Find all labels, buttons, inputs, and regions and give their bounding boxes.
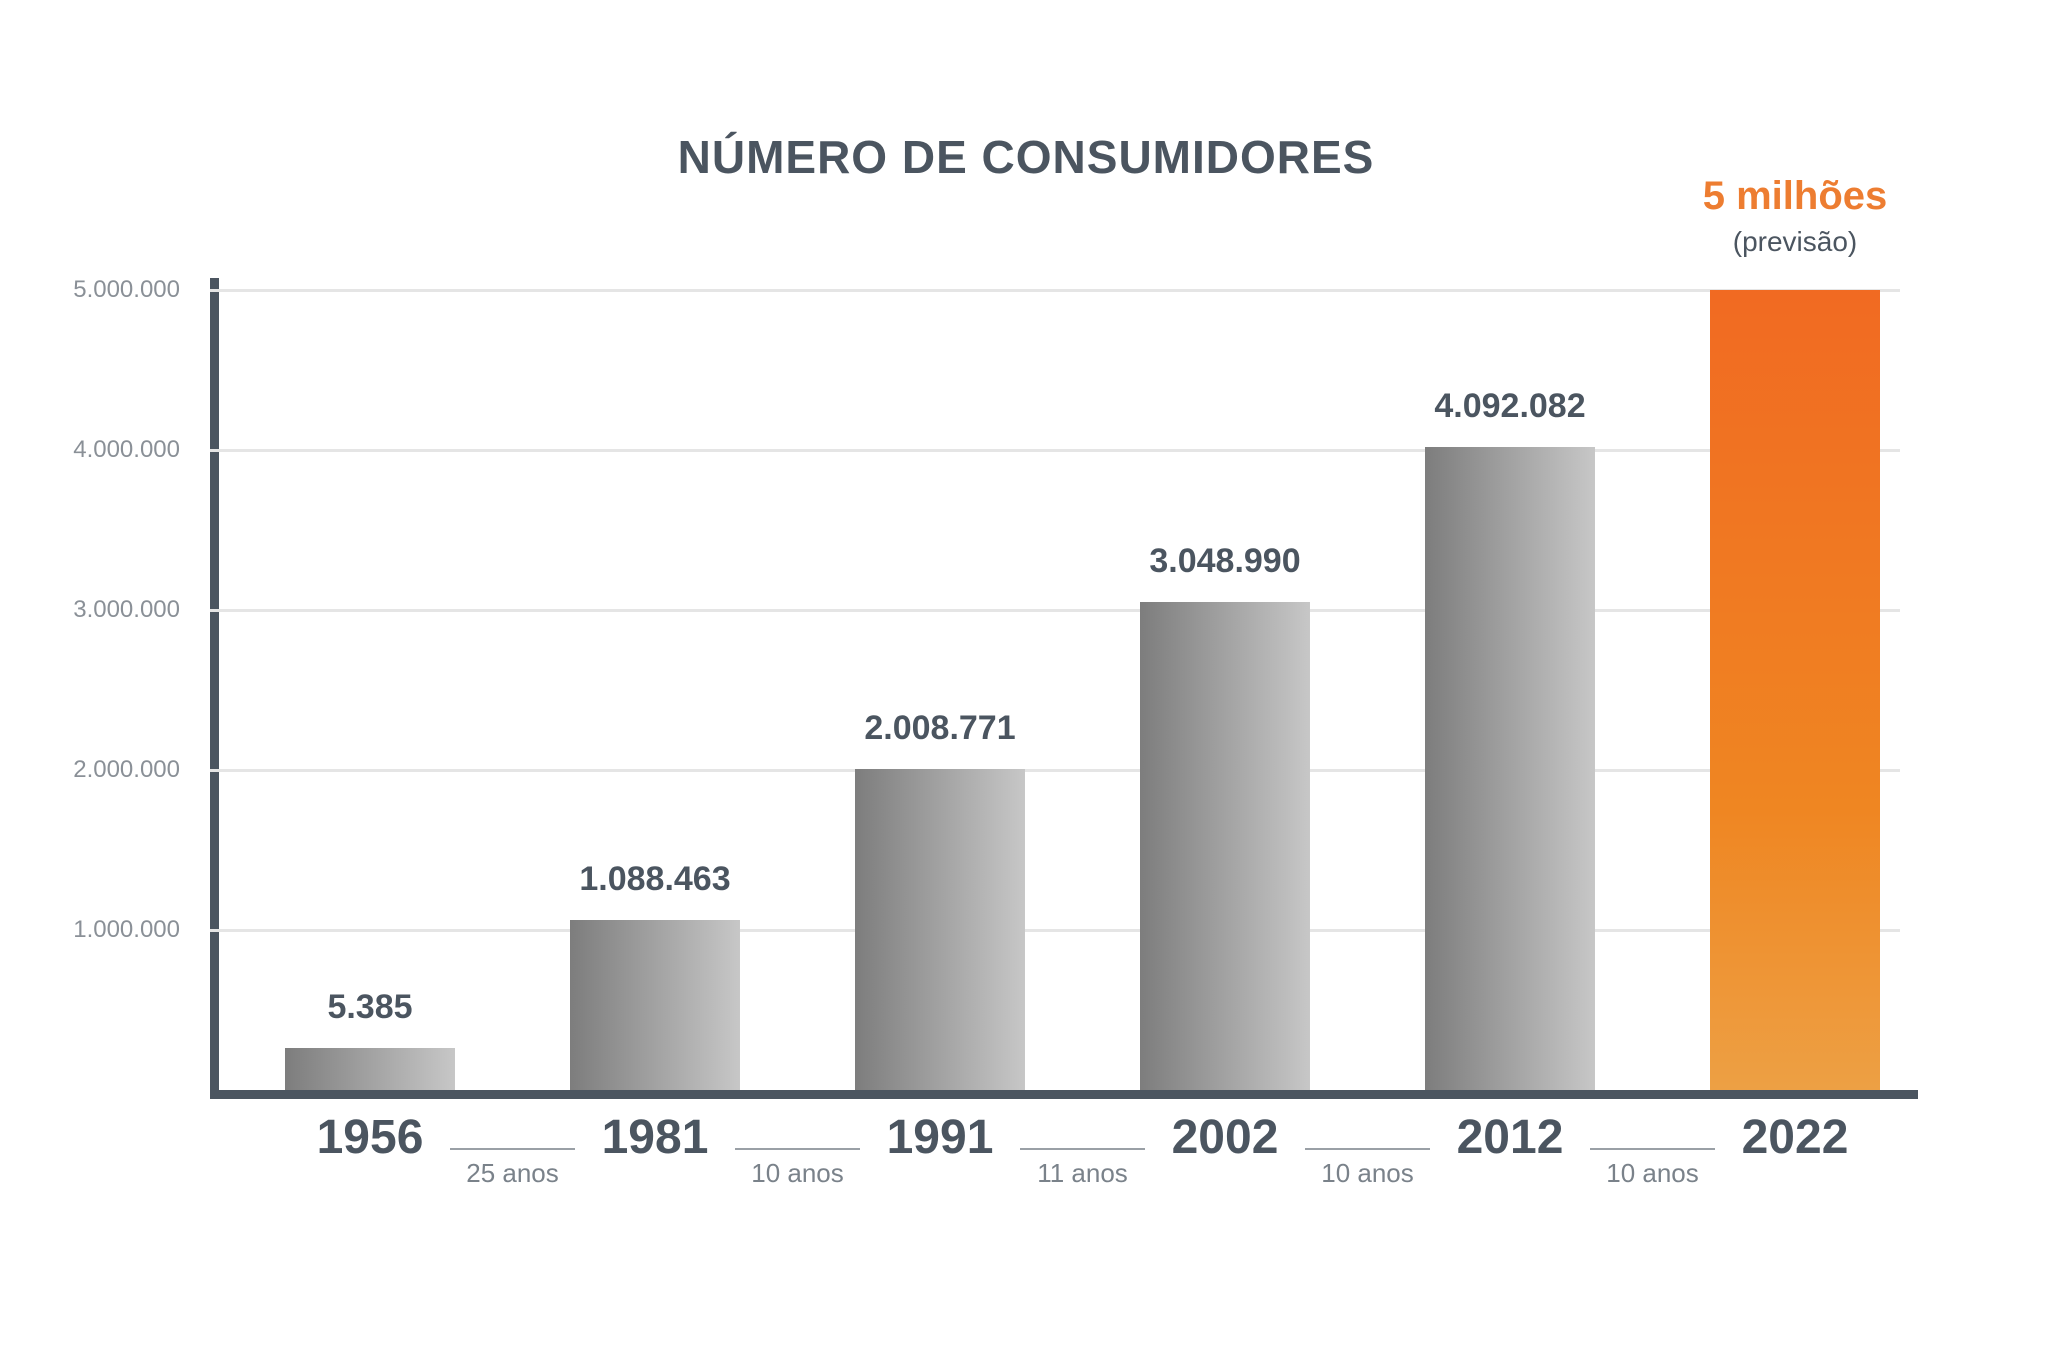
interval-line (1590, 1148, 1715, 1150)
interval-line (735, 1148, 860, 1150)
bar-value-label: 5.385 (260, 988, 480, 1027)
bar-1981 (570, 920, 740, 1090)
x-label-2022: 2022 (1695, 1110, 1895, 1165)
gridline (210, 289, 1900, 292)
x-axis (210, 1090, 1918, 1099)
bar-2012 (1425, 447, 1595, 1090)
gridline (210, 929, 1900, 932)
bar-value-sublabel: (previsão) (1665, 226, 1925, 258)
y-tick-label: 3.000.000 (0, 596, 180, 624)
y-tick-label: 1.000.000 (0, 916, 180, 944)
bar-2002 (1140, 602, 1310, 1090)
gridline (210, 449, 1900, 452)
gridline (210, 769, 1900, 772)
interval-label: 11 anos (1003, 1158, 1163, 1189)
bar-value-label: 4.092.082 (1400, 387, 1620, 426)
bar-1991 (855, 769, 1025, 1090)
bar-1956 (285, 1048, 455, 1090)
chart-container: NÚMERO DE CONSUMIDORES 1.000.0002.000.00… (0, 0, 2052, 1368)
y-tick-label: 4.000.000 (0, 436, 180, 464)
y-tick-label: 2.000.000 (0, 756, 180, 784)
interval-line (1305, 1148, 1430, 1150)
interval-label: 25 anos (433, 1158, 593, 1189)
x-label-1956: 1956 (270, 1110, 470, 1165)
bar-value-label: 5 milhões (1665, 174, 1925, 219)
interval-line (450, 1148, 575, 1150)
interval-line (1020, 1148, 1145, 1150)
interval-label: 10 anos (1288, 1158, 1448, 1189)
y-axis (210, 278, 219, 1099)
bar-value-label: 2.008.771 (830, 709, 1050, 748)
y-tick-label: 5.000.000 (0, 276, 180, 304)
x-label-2002: 2002 (1125, 1110, 1325, 1165)
interval-label: 10 anos (1573, 1158, 1733, 1189)
bar-value-label: 1.088.463 (545, 860, 765, 899)
bar-2022 (1710, 290, 1880, 1090)
gridline (210, 609, 1900, 612)
x-label-1991: 1991 (840, 1110, 1040, 1165)
x-label-1981: 1981 (555, 1110, 755, 1165)
x-label-2012: 2012 (1410, 1110, 1610, 1165)
bar-value-label: 3.048.990 (1115, 542, 1335, 581)
interval-label: 10 anos (718, 1158, 878, 1189)
